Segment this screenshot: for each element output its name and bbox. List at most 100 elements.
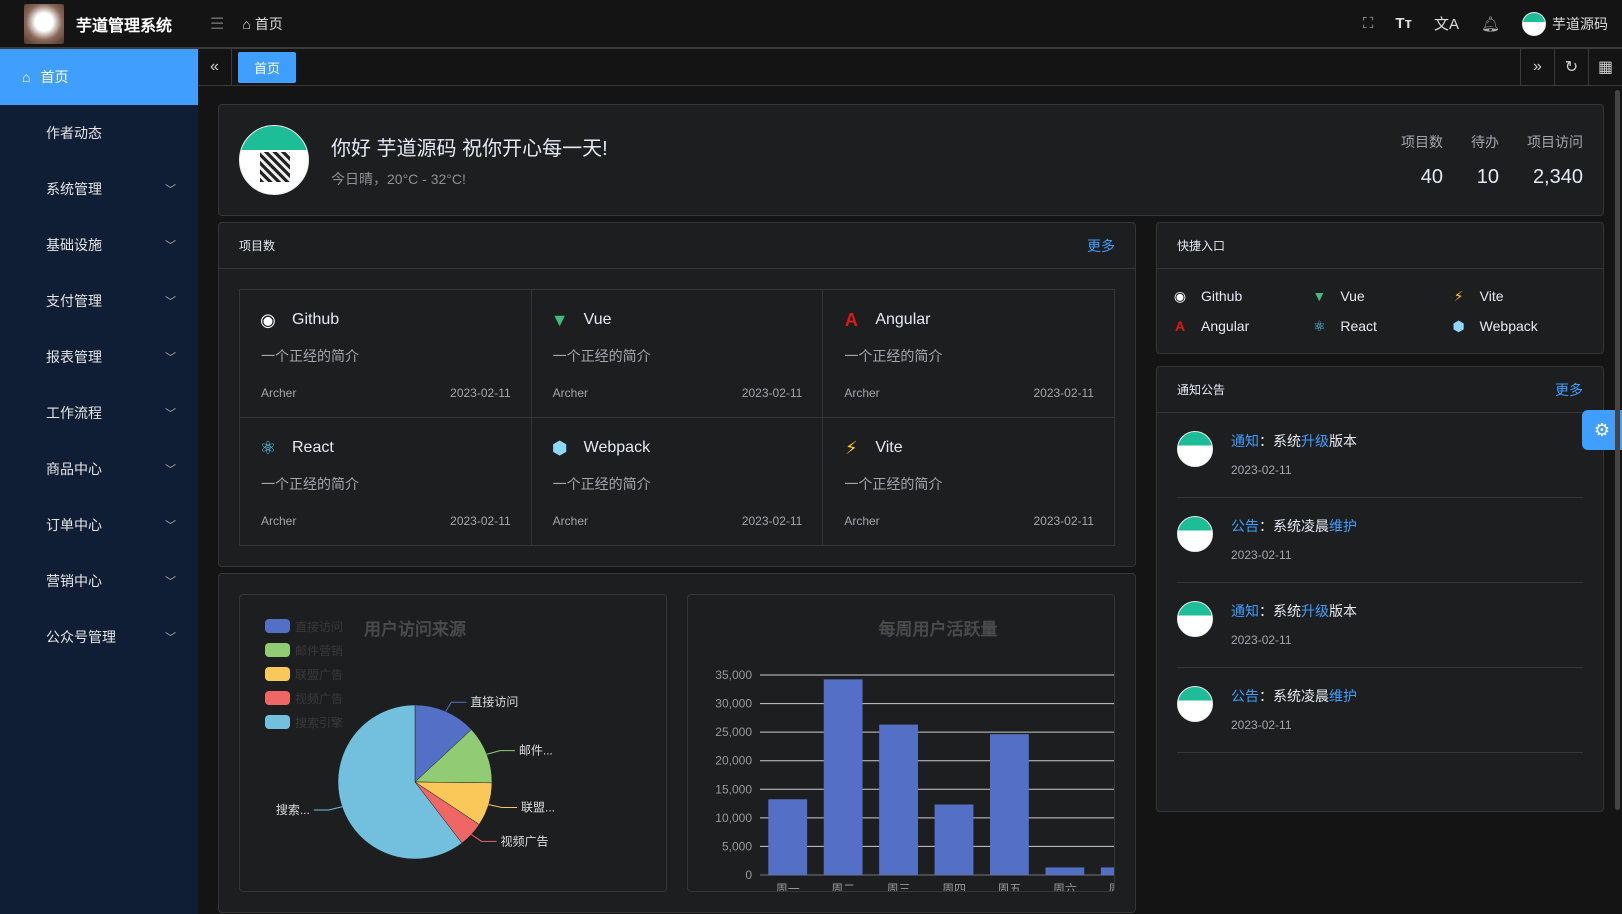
sidebar-item[interactable]: 订单中心 ﹀ [0,497,198,553]
quick-link[interactable]: ⚛ React [1310,317,1449,335]
notice-date: 2023-02-11 [1231,548,1292,562]
y-tick-label: 15,000 [715,782,752,796]
project-desc: 一个正经的简介 [844,348,943,364]
projects-more-link[interactable]: 更多 [1087,237,1115,254]
chart-title: 用户访问来源 [364,619,466,639]
notice-item[interactable]: 通知：系统升级版本 2023-02-11 [1177,583,1583,668]
project-date: 2023-02-11 [741,386,803,400]
y-tick-label: 20,000 [715,754,752,768]
pie-slice [414,704,472,783]
label-line [488,804,517,809]
project-desc: 一个正经的简介 [552,348,651,364]
sidebar-item[interactable]: 报表管理 ﹀ [0,329,198,385]
notice-date: 2023-02-11 [1231,718,1292,732]
y-tick-label: 5,000 [722,839,752,853]
sidebar-item-label: 系统管理 [46,181,102,197]
github-icon: ◉ [260,309,276,330]
scroll-left-button[interactable]: « [198,49,232,85]
x-tick-label: 周三 [887,882,911,891]
logo-image [24,3,64,44]
font-size-icon[interactable]: Tт [1395,15,1412,32]
y-tick-label: 25,000 [715,725,752,739]
x-tick-label: 周二 [831,882,855,891]
notice-item[interactable]: 公告：系统凌晨维护 2023-02-11 [1177,668,1583,753]
logo[interactable]: 芋道管理系统 [0,3,198,44]
project-card[interactable]: ▼ Vue 一个正经的简介 Archer 2023-02-11 [531,290,824,418]
project-author: Archer [552,386,588,400]
quick-link[interactable]: ⚡ Vite [1450,287,1589,305]
quick-link-label: Webpack [1479,318,1538,334]
quick-link[interactable]: ◉ Github [1171,287,1310,305]
charts-card: 用户访问来源 直接访问 邮件营销 联盟广告 视频广告 搜索引擎 直接访问 邮件... 联盟...… [218,573,1148,913]
tab-menu-button[interactable]: ▦ [1588,49,1622,85]
project-card[interactable]: ⚛ React 一个正经的简介 Archer 2023-02-11 [240,418,532,546]
bar [823,679,863,875]
project-name: Vite [875,439,903,456]
welcome-card: 你好 芋道源码 祝你开心每一天! 今日晴，20°C - 32°C! 项目数 40 待… [218,104,1604,216]
pie-chart: 用户访问来源 直接访问 邮件营销 联盟广告 视频广告 搜索引擎 直接访问 邮件... 联盟...… [239,594,667,892]
sidebar-item[interactable]: 作者动态 [0,105,198,161]
label-line [486,750,515,755]
notice-item[interactable]: 通知：系统升级版本 2023-02-11 [1177,413,1583,498]
bar [879,724,918,875]
y-tick-label: 0 [745,868,752,882]
project-author: Archer [844,514,880,528]
sidebar-item-label: 商品中心 [46,461,102,477]
notice-more-link[interactable]: 更多 [1555,381,1583,398]
notice-item[interactable]: 公告：系统凌晨维护 2023-02-11 [1177,498,1583,583]
react-icon: ⚛ [259,437,277,458]
tab-home[interactable]: 首页 [238,51,297,83]
slice-label: 搜索... [276,802,310,817]
project-name: Vue [583,311,612,328]
translate-icon[interactable]: 文A [1433,16,1459,33]
sidebar-item[interactable]: 营销中心 ﹀ [0,553,198,609]
sidebar-item[interactable]: 商品中心 ﹀ [0,441,198,497]
project-card[interactable]: A Angular 一个正经的简介 Archer 2023-02-11 [823,290,1115,418]
breadcrumb[interactable]: ⌂ 首页 [242,14,282,34]
project-card[interactable]: ⚡ Vite 一个正经的简介 Archer 2023-02-11 [823,418,1115,546]
scroll-right-button[interactable]: » [1520,49,1554,85]
refresh-button[interactable]: ↻ [1554,49,1588,85]
sidebar-item[interactable]: 支付管理 ﹀ [0,273,198,329]
notice-highlight: 维护 [1329,688,1357,704]
quick-link[interactable]: ⬢ Webpack [1450,317,1589,335]
avatar [1177,516,1213,552]
chevron-down-icon: ﹀ [165,296,176,308]
project-desc: 一个正经的简介 [844,476,943,492]
webpack-icon: ⬢ [551,437,568,458]
project-date: 2023-02-11 [450,514,511,528]
notice-highlight: 升级 [1301,433,1329,449]
sidebar-item[interactable]: 工作流程 ﹀ [0,385,198,441]
sidebar-item[interactable]: 基础设施 ﹀ [0,217,198,273]
react-icon: ⚛ [1313,317,1326,334]
stat-todo: 待办 10 [1471,133,1499,188]
stat-visits: 项目访问 2,340 [1527,133,1583,188]
fullscreen-icon[interactable]: ⛶ [1362,15,1374,32]
user-menu[interactable]: 芋道源码 [1522,11,1608,36]
sidebar-item[interactable]: ⌂ 首页 [0,49,198,105]
chevron-down-icon: ﹀ [165,576,176,588]
scrollbar[interactable] [1615,90,1620,810]
project-card[interactable]: ◉ Github 一个正经的简介 Archer 2023-02-11 [240,290,532,418]
bar-chart: 每周用户活跃量 0 5,000 10,000 15,000 20,000 25,000 30,… [687,594,1148,896]
quick-link[interactable]: A Angular [1171,317,1310,335]
notice-date: 2023-02-11 [1231,633,1292,647]
menu-collapse-icon[interactable]: ☰ [210,15,225,33]
slice-label: 邮件... [519,744,553,758]
project-card[interactable]: ⬢ Webpack 一个正经的简介 Archer 2023-02-11 [531,418,824,546]
sidebar-item-label: 首页 [40,69,69,85]
notice-card: 通知公告 更多 通知：系统升级版本 2023-02-11 公告：系统凌晨维护 2023-… [1156,366,1604,812]
project-desc: 一个正经的简介 [261,348,359,364]
x-tick-label: 周六 [1053,882,1077,891]
sidebar-item-label: 工作流程 [46,405,102,421]
sidebar-item[interactable]: 公众号管理 ﹀ [0,609,198,665]
project-name: Webpack [583,439,651,456]
legend-swatch [265,715,290,729]
sidebar-item[interactable]: 系统管理 ﹀ [0,161,198,217]
quick-link[interactable]: ▼ Vue [1310,287,1449,305]
project-desc: 一个正经的简介 [552,476,651,492]
bell-icon[interactable]: 🔔︎ [1480,15,1500,33]
notice-type: 公告 [1231,688,1259,704]
main-content: 你好 芋道源码 祝你开心每一天! 今日晴，20°C - 32°C! 项目数 40 待… [198,86,1622,914]
sidebar-item-label: 营销中心 [46,573,102,589]
